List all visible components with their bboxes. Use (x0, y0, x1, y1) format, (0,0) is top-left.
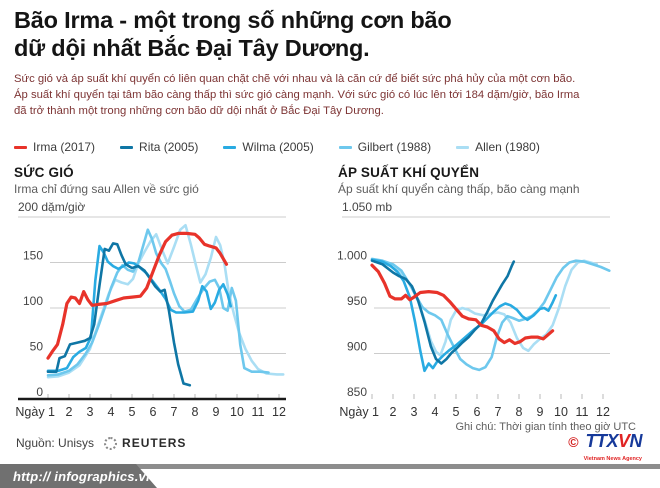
legend-item-wilma: Wilma (2005) (223, 140, 314, 154)
source-label: Nguồn: Unisys (16, 436, 95, 450)
series-rita-2005- (46, 242, 192, 387)
x-tick-label: 6 (474, 405, 481, 419)
ttxvn-subtext: Vietnam News Agency (583, 456, 642, 462)
page-title: Bão Irma - một trong số những cơn bão dữ… (14, 6, 646, 62)
reuters-wordmark: REUTERS (122, 436, 187, 450)
y-tick-label: 0 (36, 385, 43, 399)
x-tick-label: 8 (516, 405, 523, 419)
x-tick-label: 11 (576, 405, 589, 419)
reuters-orb-icon (104, 436, 118, 450)
wind-chart-subtitle: Irma chỉ đứng sau Allen về sức gió (14, 182, 199, 196)
x-tick-label: 3 (87, 405, 94, 419)
x-tick-label: 7 (171, 405, 178, 419)
intro-line: Sức gió và áp suất khí quyển có liên qua… (14, 73, 576, 85)
intro-line: đã trở thành một trong những cơn bão dữ … (14, 105, 384, 117)
x-tick-label: 8 (192, 405, 199, 419)
x-tick-label: 9 (213, 405, 220, 419)
wind-chart: SỨC GIÓ Irma chỉ đứng sau Allen về sức g… (14, 165, 314, 433)
x-tick-label: 5 (453, 405, 460, 419)
pressure-chart: ÁP SUẤT KHÍ QUYỂN Áp suất khí quyển càng… (338, 165, 638, 433)
legend-label: Irma (2017) (33, 140, 96, 154)
title-line-1: Bão Irma - một trong số những cơn bão (14, 7, 452, 33)
intro-paragraph: Sức gió và áp suất khí quyển có liên qua… (14, 71, 646, 119)
infographics-url: http:// infographics.vn (13, 468, 155, 484)
series-gilbert-1988- (46, 228, 270, 377)
y-tick-label: 50 (30, 340, 44, 354)
legend-label: Gilbert (1988) (357, 140, 432, 154)
legend-item-rita: Rita (2005) (120, 140, 198, 154)
legend-label: Wilma (2005) (242, 140, 314, 154)
y-tick-label: 850 (347, 385, 367, 399)
series-irma-2017- (46, 231, 229, 360)
legend-swatch-wilma (223, 145, 237, 149)
intro-line: Áp suất khí quyển tại tâm bão càng thấp … (14, 89, 580, 101)
legend-swatch-gilbert (338, 145, 352, 149)
x-tick-label: 7 (495, 405, 502, 419)
ttxvn-wordmark: TTXVN Vietnam News Agency (583, 431, 643, 468)
ttxvn-v: V (617, 431, 630, 451)
wind-chart-title: SỨC GIÓ (14, 165, 74, 180)
y-tick-label: 150 (23, 249, 43, 263)
x-tick-label: 12 (272, 405, 286, 419)
x-tick-label: 4 (108, 405, 115, 419)
legend-label: Rita (2005) (139, 140, 199, 154)
legend-item-allen: Allen (1980) (456, 140, 540, 154)
x-tick-label: Ngày 1 (339, 405, 379, 419)
y-axis-unit-label: 1.050 mb (342, 200, 392, 214)
ttxvn-logo: © TTXVN Vietnam News Agency (568, 431, 643, 468)
ttxvn-ttx: TTX (585, 431, 618, 451)
x-tick-label: 6 (150, 405, 157, 419)
y-tick-label: 950 (347, 294, 367, 308)
reuters-logo: REUTERS (104, 436, 186, 450)
series-gilbert-1988- (370, 257, 611, 372)
legend-swatch-rita (120, 145, 134, 149)
y-tick-label: 100 (23, 294, 43, 308)
series-irma-2017- (370, 263, 555, 346)
pressure-chart-subtitle: Áp suất khí quyển càng thấp, bão càng mạ… (338, 182, 580, 196)
charts-row: SỨC GIÓ Irma chỉ đứng sau Allen về sức g… (14, 165, 646, 433)
chart-legend: Irma (2017) Rita (2005) Wilma (2005) Gil… (14, 140, 646, 154)
x-tick-label: Ngày 1 (15, 405, 55, 419)
legend-item-irma: Irma (2017) (14, 140, 95, 154)
banner-strip (0, 464, 660, 469)
ttxvn-n: N (629, 431, 643, 451)
banner-tab: http:// infographics.vn (0, 464, 157, 488)
legend-swatch-allen (456, 145, 470, 149)
pressure-chart-title: ÁP SUẤT KHÍ QUYỂN (338, 165, 480, 180)
legend-item-gilbert: Gilbert (1988) (338, 140, 432, 154)
series-wilma-2005- (370, 258, 558, 373)
x-tick-label: 11 (252, 405, 265, 419)
utc-footnote: Ghi chú: Thời gian tính theo giờ UTC (455, 421, 636, 433)
copyright-icon: © (568, 434, 579, 450)
series-rita-2005- (370, 259, 516, 365)
x-tick-label: 4 (432, 405, 439, 419)
x-tick-label: 10 (230, 405, 244, 419)
y-tick-label: 900 (347, 340, 367, 354)
title-line-2: dữ dội nhất Bắc Đại Tây Dương. (14, 35, 370, 61)
infographic: Bão Irma - một trong số những cơn bão dữ… (14, 6, 646, 450)
source-row: Nguồn: Unisys REUTERS (14, 436, 646, 450)
pressure-chart-canvas: 1.050 mb 1.000 950 900 850 Ngày 1 2 3 4 5 6 7 8 9 10 11… (338, 200, 611, 419)
x-tick-label: 2 (390, 405, 397, 419)
legend-swatch-irma (14, 145, 27, 149)
x-tick-label: 10 (554, 405, 568, 419)
x-tick-label: 12 (596, 405, 610, 419)
x-tick-label: 3 (411, 405, 418, 419)
legend-label: Allen (1980) (475, 140, 540, 154)
bottom-banner: http:// infographics.vn (0, 464, 660, 488)
x-tick-label: 5 (129, 405, 136, 419)
x-tick-label: 9 (537, 405, 544, 419)
y-tick-label: 1.000 (338, 249, 367, 263)
x-tick-label: 2 (66, 405, 73, 419)
y-axis-unit-label: 200 dặm/giờ (18, 200, 85, 214)
wind-chart-canvas: 200 dặm/giờ 150 100 50 0 Ngày 1 2 3 4 5 6 7 8 9 10 11 12 (15, 200, 286, 419)
